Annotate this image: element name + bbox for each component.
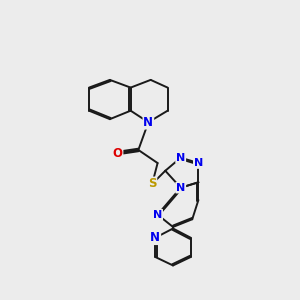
Text: N: N — [176, 153, 185, 163]
Text: S: S — [148, 177, 157, 190]
Text: O: O — [112, 146, 123, 160]
Text: N: N — [143, 116, 153, 129]
Text: N: N — [176, 183, 185, 193]
Text: N: N — [153, 210, 162, 220]
Text: N: N — [150, 231, 160, 244]
Text: N: N — [194, 158, 203, 168]
